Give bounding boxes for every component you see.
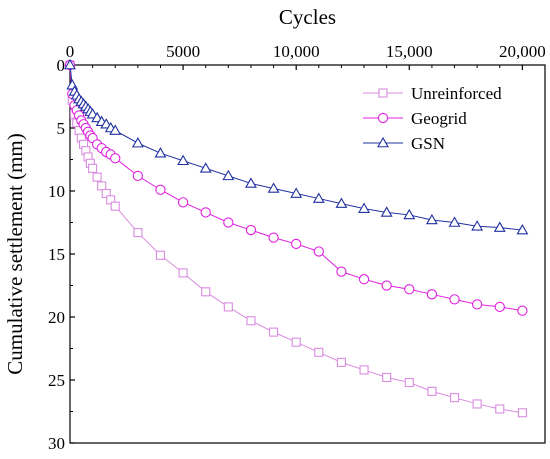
series-gsn <box>64 58 529 235</box>
legend-marker <box>377 136 389 148</box>
data-point <box>199 162 212 173</box>
data-point <box>109 124 122 135</box>
legend-marker <box>378 88 388 98</box>
y-tick-label: 15 <box>48 245 65 264</box>
x-axis-ticks: 0 5000 10,000 15,000 20,000 <box>66 42 546 70</box>
data-point <box>517 408 527 418</box>
y-axis-ticks: 0 5 10 15 20 25 30 <box>48 56 75 453</box>
data-point <box>312 192 325 203</box>
data-point <box>404 377 414 388</box>
y-tick-label: 30 <box>48 434 65 453</box>
data-point <box>493 221 506 232</box>
data-point <box>359 365 369 375</box>
data-point <box>381 280 392 291</box>
data-point <box>133 228 143 238</box>
data-point <box>495 404 505 414</box>
legend-item: GSN <box>363 134 445 153</box>
data-point <box>358 274 370 285</box>
data-point <box>246 316 256 326</box>
data-point <box>471 299 483 310</box>
series-layer <box>64 58 529 418</box>
legend-label: Unreinforced <box>411 84 502 103</box>
data-point <box>472 399 482 409</box>
data-point <box>178 268 188 278</box>
data-point <box>245 224 257 236</box>
data-point <box>92 172 102 182</box>
data-point <box>448 216 461 227</box>
data-point <box>268 232 279 243</box>
data-point <box>336 357 346 367</box>
legend-label: GSN <box>411 134 445 153</box>
legend: Unreinforced Geogrid GSN <box>363 84 502 153</box>
x-tick-label: 5000 <box>166 42 200 61</box>
data-point <box>425 213 438 225</box>
legend-marker <box>377 112 389 124</box>
data-point <box>380 206 393 217</box>
y-tick-label: 20 <box>48 308 65 327</box>
data-point <box>517 305 528 316</box>
data-point <box>291 337 301 347</box>
data-point <box>427 386 437 396</box>
data-point <box>64 58 76 70</box>
data-point <box>223 217 234 228</box>
data-point <box>314 347 324 357</box>
data-point <box>404 284 415 295</box>
data-point <box>223 302 233 312</box>
data-point <box>200 207 211 218</box>
data-point <box>110 201 120 211</box>
x-axis-title: Cycles <box>279 5 336 29</box>
data-point <box>88 163 98 173</box>
data-point <box>154 147 167 158</box>
data-point <box>313 246 324 257</box>
data-point <box>177 154 190 166</box>
data-point <box>110 153 121 164</box>
data-point <box>155 250 166 260</box>
data-point <box>290 187 303 198</box>
data-point <box>131 137 144 148</box>
y-axis-title: Cumulative settlement (mm) <box>3 133 27 374</box>
legend-item: Geogrid <box>363 109 467 128</box>
data-point <box>449 393 460 403</box>
data-point <box>245 177 257 188</box>
data-point <box>155 184 166 195</box>
series-unreinforced <box>65 60 527 418</box>
data-point <box>291 238 302 250</box>
y-tick-label: 25 <box>48 371 65 390</box>
x-tick-label: 10,000 <box>273 42 320 61</box>
plot-frame <box>69 64 546 444</box>
x-tick-label: 20,000 <box>499 42 546 61</box>
x-tick-label: 0 <box>66 42 75 61</box>
data-point <box>471 220 484 231</box>
y-tick-label: 0 <box>57 56 66 75</box>
data-point <box>222 169 235 181</box>
data-point <box>335 197 348 208</box>
data-point <box>358 202 370 213</box>
data-point <box>132 170 144 182</box>
data-point <box>201 287 211 297</box>
data-point <box>382 372 392 383</box>
y-tick-label: 10 <box>48 182 65 201</box>
data-point <box>97 181 107 191</box>
data-point <box>494 301 505 313</box>
y-tick-label: 5 <box>57 119 66 138</box>
legend-item: Unreinforced <box>363 84 502 103</box>
data-point <box>267 182 280 193</box>
data-point <box>336 266 347 277</box>
data-point <box>449 294 460 305</box>
data-point <box>269 327 279 337</box>
data-point <box>177 197 189 208</box>
legend-label: Geogrid <box>411 109 467 128</box>
data-point <box>426 289 438 300</box>
x-tick-label: 15,000 <box>386 42 433 61</box>
data-point <box>403 208 416 220</box>
data-point <box>516 223 529 235</box>
